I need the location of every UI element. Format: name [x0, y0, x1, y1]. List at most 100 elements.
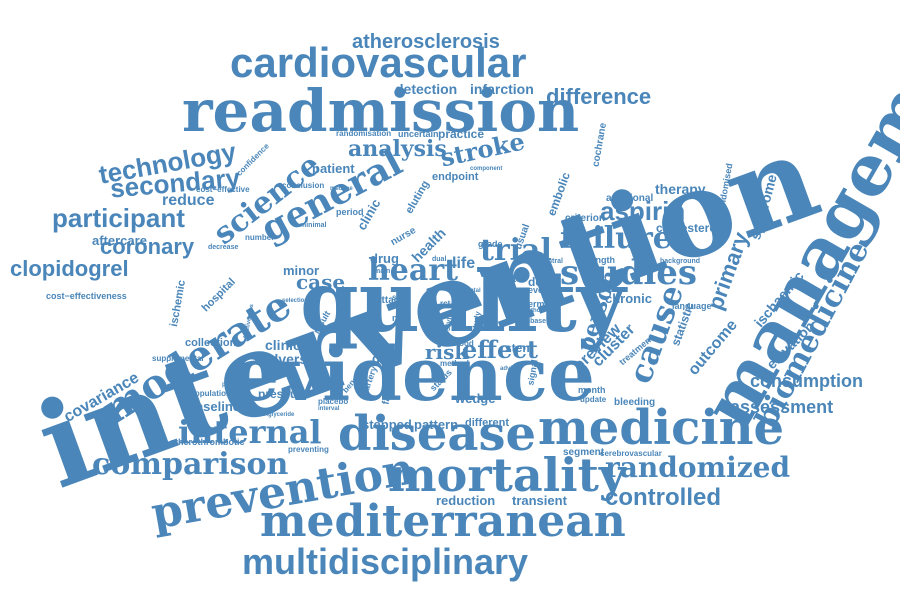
word-confidence: confidence	[234, 141, 271, 178]
word-detection: detection	[395, 81, 458, 97]
word-collection: collection	[185, 337, 237, 349]
word-cost-effectiveness: cost−effectiveness	[46, 291, 127, 301]
word-eluting: eluting	[403, 178, 432, 216]
word-stay: stay	[392, 293, 409, 302]
word-background: background	[660, 258, 701, 265]
word-placebo: placebo	[318, 397, 349, 406]
word-bleeding: bleeding	[614, 397, 656, 408]
word-number: number	[245, 233, 275, 242]
word-comparison: comparison	[92, 447, 289, 482]
word-adverse: adverse	[262, 351, 315, 367]
word-decrease: decrease	[208, 244, 239, 251]
word-coronary: coronary	[100, 234, 195, 259]
word-clinical: clinical	[265, 337, 313, 353]
word-rct: rct	[440, 299, 451, 308]
word-cholesterol: cholesterol	[656, 221, 721, 235]
word-peripheral: peripheral	[222, 382, 252, 388]
word-embase: embase	[520, 318, 547, 325]
word-atherothrombotic: atherothrombotic	[170, 437, 245, 447]
word-studies: studies	[560, 253, 698, 293]
word-advice: advice	[500, 366, 519, 372]
word-atherosclerosis: atherosclerosis	[352, 31, 500, 53]
word-month: month	[578, 385, 606, 395]
word-aftercare: aftercare	[92, 233, 147, 248]
word-conclusion: conclusion	[282, 181, 325, 190]
word-component: component	[470, 166, 503, 172]
word-therapy: therapy	[655, 181, 706, 197]
word-method: method	[440, 359, 469, 368]
word-reduction: reduction	[436, 493, 496, 508]
word-period: period	[336, 207, 364, 217]
word-uncertain: uncertain	[398, 129, 439, 139]
word-analysis: analysis	[348, 136, 447, 162]
word-life: life	[452, 255, 476, 272]
word-reduce: reduce	[162, 192, 215, 209]
word-aspirin: aspirin	[600, 196, 686, 226]
word-pattern: pattern	[414, 417, 459, 432]
word-segment: segment	[563, 447, 605, 458]
word-effect: effect	[462, 335, 538, 364]
word-care: care	[372, 339, 399, 354]
word-author: author	[524, 308, 543, 314]
word-disease: disease	[338, 406, 537, 462]
word-drug: drug	[370, 251, 399, 266]
word-evidence: evidence	[232, 332, 595, 418]
word-heart: heart	[368, 253, 458, 288]
word-event: event	[528, 285, 552, 295]
word-mortality: mortality	[388, 448, 626, 502]
word-medicine: medicine	[538, 400, 785, 456]
word-cochrane: cochrane	[590, 122, 610, 168]
word-difference: difference	[546, 84, 652, 109]
word-major: major	[486, 290, 503, 296]
word-practice: practice	[438, 127, 485, 141]
word-update: update	[580, 395, 607, 404]
word-central: central	[540, 258, 563, 265]
word-diet: diet	[495, 271, 517, 285]
word-interval: interval	[318, 406, 340, 412]
word-controlled: controlled	[605, 484, 722, 511]
word-main: main	[374, 268, 391, 275]
word-cerebrovascular: cerebrovascular	[600, 449, 662, 458]
word-case: case	[296, 270, 346, 294]
word-quality: quality	[300, 252, 626, 351]
word-stepped: stepped	[362, 417, 412, 432]
word-data: data	[372, 351, 399, 366]
word-selection: selection	[282, 298, 309, 304]
word-multidisciplinary: multidisciplinary	[242, 541, 529, 582]
word-additional: additional	[606, 193, 654, 204]
word-fatal: fatal	[510, 305, 531, 316]
word-minimal: minimal	[300, 222, 327, 229]
word-total: total	[468, 288, 481, 294]
word-infarction: infarction	[470, 81, 534, 97]
word-length: length	[588, 255, 615, 265]
word-chronic: chronic	[605, 291, 652, 306]
word-wedge: wedge	[455, 391, 496, 406]
word-supplemental: supplemental	[152, 354, 204, 363]
word-randomized: randomized	[605, 451, 791, 484]
word-ischemic: ischemic	[168, 279, 189, 328]
word-clopidogrel: clopidogrel	[10, 256, 129, 281]
word-baseline: baseline	[188, 399, 241, 414]
word-cost-effective: cost−effective	[196, 185, 250, 194]
word-risk: risk	[425, 340, 469, 364]
word-patient: patient	[312, 161, 355, 176]
word-term: term	[525, 299, 545, 309]
word-trial: trial	[480, 233, 552, 268]
word-language: language	[672, 301, 712, 311]
word-mediterranean: mediterranean	[260, 496, 626, 547]
word-cardiovascular: cardiovascular	[230, 39, 527, 86]
word-attack: attack	[376, 295, 405, 306]
word-failure: failure	[560, 221, 672, 256]
word-minor: minor	[283, 263, 320, 278]
word-transient: transient	[512, 493, 567, 508]
word-assessment: assessment	[730, 397, 834, 417]
word-consumption: consumption	[750, 371, 863, 391]
word-blood: blood	[452, 339, 474, 348]
word-dual: dual	[432, 256, 447, 263]
word-medline: medline	[330, 186, 353, 192]
word-triglyceride: triglyceride	[262, 412, 295, 418]
word-participant: participant	[52, 203, 185, 233]
word-endpoint: endpoint	[432, 171, 479, 183]
word-stent: stent	[505, 341, 534, 355]
